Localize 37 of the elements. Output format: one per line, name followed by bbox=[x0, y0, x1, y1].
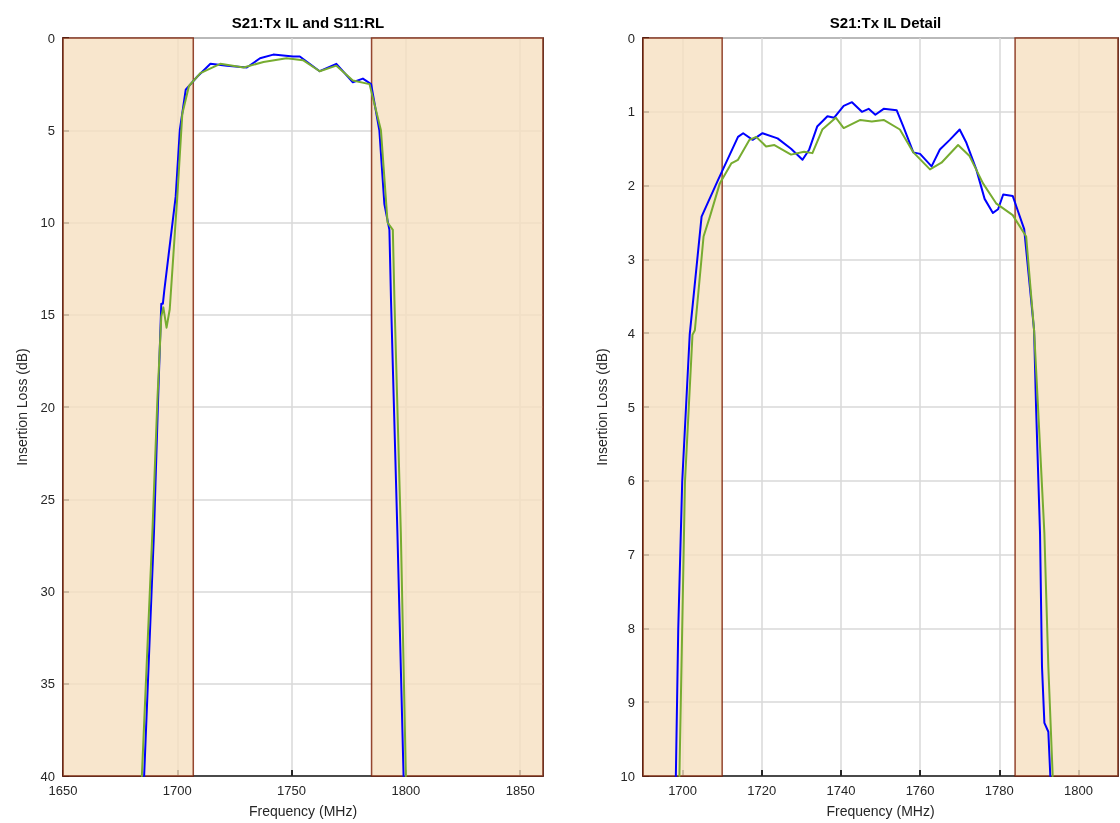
y-tick-label: 30 bbox=[40, 584, 55, 599]
x-tick-label: 1750 bbox=[277, 783, 307, 798]
y-tick-label: 2 bbox=[627, 178, 635, 194]
x-axis-title: Frequency (MHz) bbox=[826, 803, 935, 819]
y-tick-label: 15 bbox=[40, 307, 55, 323]
y-axis-title: Insertion Loss (dB) bbox=[594, 348, 610, 466]
x-tick-label: 1800 bbox=[391, 783, 421, 798]
x-tick-label: 1850 bbox=[505, 783, 535, 798]
y-tick-label: 35 bbox=[40, 676, 55, 692]
x-tick-label: 1780 bbox=[984, 783, 1014, 798]
x-axis-title: Frequency (MHz) bbox=[248, 803, 358, 819]
x-tick-label: 1760 bbox=[905, 783, 935, 798]
x-tick-label: 1700 bbox=[668, 783, 698, 798]
y-tick-label: 0 bbox=[47, 30, 55, 46]
chart-title: S21:Tx IL and S11:RL bbox=[231, 14, 385, 31]
x-tick-label: 1740 bbox=[826, 783, 856, 798]
y-axis-title: Insertion Loss (dB) bbox=[14, 348, 30, 466]
y-tick-label: 1 bbox=[627, 104, 635, 120]
y-tick-label: 9 bbox=[627, 694, 635, 710]
y-tick-label: 4 bbox=[627, 325, 635, 341]
y-tick-label: 10 bbox=[40, 215, 55, 230]
y-tick-label: 25 bbox=[40, 491, 55, 507]
x-tick-label: 1700 bbox=[162, 783, 192, 798]
x-tick-label: 1650 bbox=[48, 783, 78, 798]
y-tick-label: 6 bbox=[627, 473, 635, 489]
y-tick-label: 40 bbox=[40, 768, 55, 784]
chart-title: S21:Tx IL Detail bbox=[829, 14, 942, 31]
y-tick-label: 5 bbox=[627, 399, 635, 415]
y-tick-label: 10 bbox=[620, 768, 635, 784]
y-tick-label: 5 bbox=[47, 122, 55, 138]
y-tick-label: 8 bbox=[627, 620, 635, 636]
x-tick-label: 1720 bbox=[747, 783, 777, 798]
y-tick-label: 3 bbox=[627, 251, 635, 267]
y-tick-label: 7 bbox=[627, 547, 635, 563]
x-tick-label: 1800 bbox=[1063, 783, 1093, 798]
y-tick-label: 20 bbox=[40, 399, 55, 415]
y-tick-label: 0 bbox=[627, 30, 635, 46]
